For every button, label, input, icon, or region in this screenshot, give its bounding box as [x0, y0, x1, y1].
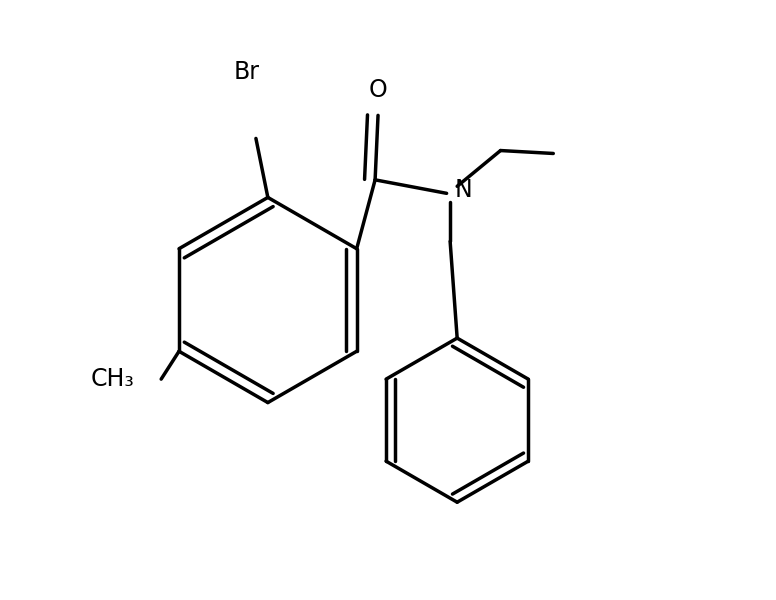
Text: O: O — [369, 79, 387, 103]
Text: CH₃: CH₃ — [91, 367, 135, 391]
Text: Br: Br — [233, 61, 259, 85]
Text: N: N — [454, 178, 472, 202]
